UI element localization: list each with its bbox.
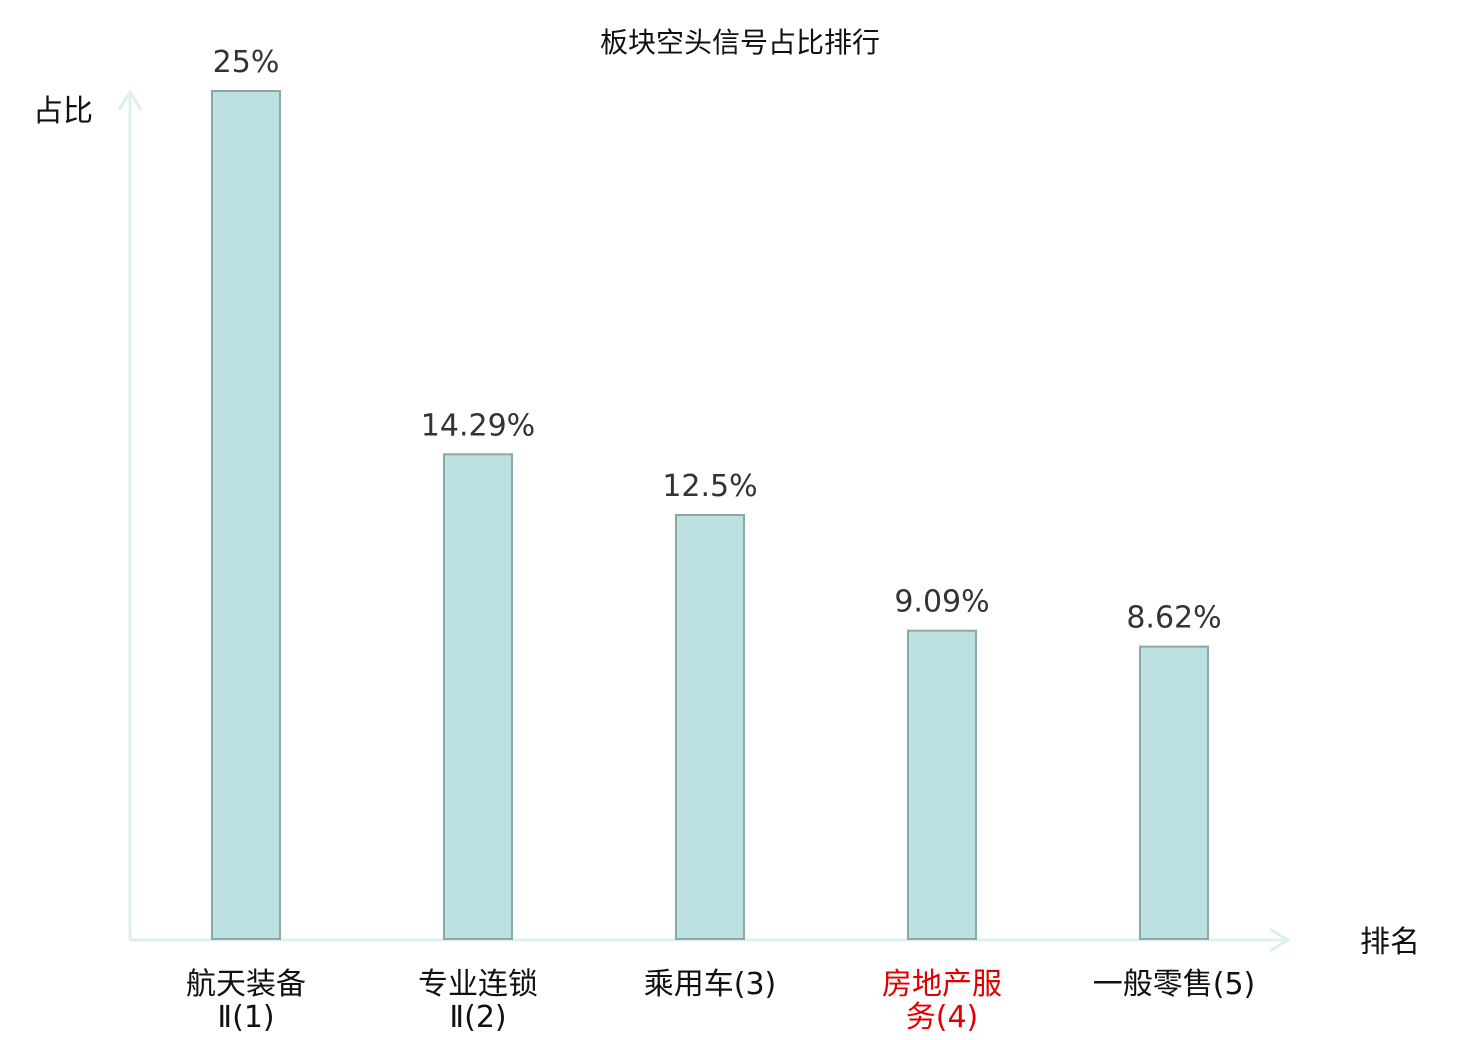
x-axis-arrow: [1269, 927, 1291, 953]
y-axis-label: 占比: [33, 94, 93, 129]
category-label-4-line-2: 务(4): [906, 1000, 979, 1035]
value-label-4: 9.09%: [894, 585, 989, 620]
bar-2: [443, 453, 513, 940]
category-label-1-line-2: Ⅱ(1): [217, 1000, 274, 1035]
value-label-5: 8.62%: [1126, 601, 1221, 636]
category-label-3-line-1: 乘用车(3): [644, 967, 777, 1002]
category-label-2-line-2: Ⅱ(2): [449, 1000, 506, 1035]
bars-group: [211, 90, 1209, 941]
bar-3: [675, 514, 745, 940]
chart-title: 板块空头信号占比排行: [600, 26, 880, 59]
category-label-2-line-1: 专业连锁: [418, 967, 538, 1002]
value-label-2: 14.29%: [421, 408, 535, 443]
category-label-5-line-1: 一般零售(5): [1093, 967, 1256, 1002]
value-label-3: 12.5%: [662, 469, 757, 504]
x-axis-label: 排名: [1360, 925, 1420, 960]
y-axis-arrow: [117, 89, 143, 111]
bar-1: [211, 90, 281, 940]
value-label-1: 25%: [213, 45, 280, 80]
bar-5: [1139, 645, 1209, 941]
bar-4: [907, 629, 977, 940]
value-labels-group: 25% 14.29% 12.5% 9.09% 8.62%: [213, 45, 1222, 636]
category-label-1-line-1: 航天装备: [186, 967, 306, 1002]
category-label-4-line-1: 房地产服: [882, 967, 1002, 1002]
